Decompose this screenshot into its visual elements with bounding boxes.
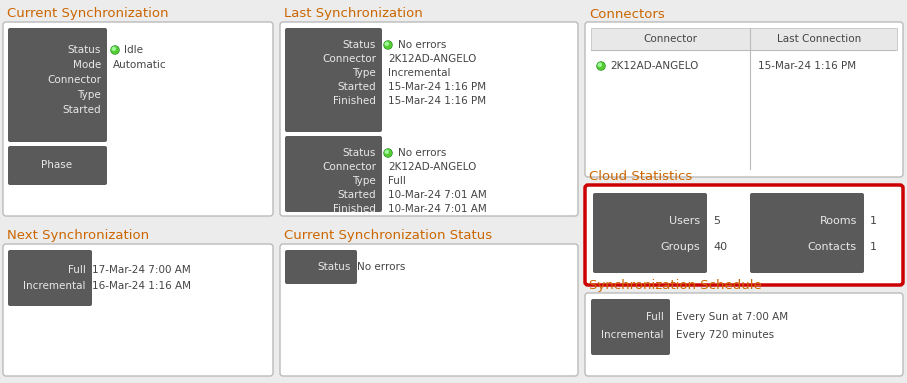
- Text: Started: Started: [337, 82, 376, 92]
- Text: Cloud Statistics: Cloud Statistics: [589, 170, 692, 183]
- Bar: [591, 28, 897, 50]
- Text: 17-Mar-24 7:00 AM: 17-Mar-24 7:00 AM: [92, 265, 190, 275]
- Circle shape: [598, 62, 604, 69]
- Text: 15-Mar-24 1:16 PM: 15-Mar-24 1:16 PM: [758, 61, 856, 71]
- Text: 10-Mar-24 7:01 AM: 10-Mar-24 7:01 AM: [388, 190, 487, 200]
- FancyBboxPatch shape: [593, 193, 707, 273]
- Text: Every Sun at 7:00 AM: Every Sun at 7:00 AM: [676, 312, 788, 322]
- Text: Idle: Idle: [124, 45, 143, 55]
- Text: Started: Started: [337, 190, 376, 200]
- Text: 15-Mar-24 1:16 PM: 15-Mar-24 1:16 PM: [388, 82, 486, 92]
- Text: Connector: Connector: [322, 162, 376, 172]
- Text: 40: 40: [713, 242, 727, 252]
- FancyBboxPatch shape: [285, 28, 382, 132]
- Text: Connectors: Connectors: [589, 8, 665, 21]
- Text: 2K12AD-ANGELO: 2K12AD-ANGELO: [610, 61, 698, 71]
- Text: Mode: Mode: [73, 60, 101, 70]
- Circle shape: [599, 63, 601, 66]
- FancyBboxPatch shape: [585, 22, 903, 177]
- FancyBboxPatch shape: [585, 293, 903, 376]
- Text: Phase: Phase: [42, 160, 73, 170]
- Text: No errors: No errors: [357, 262, 405, 272]
- FancyBboxPatch shape: [591, 299, 670, 355]
- Text: 15-Mar-24 1:16 PM: 15-Mar-24 1:16 PM: [388, 96, 486, 106]
- Circle shape: [597, 62, 605, 70]
- FancyBboxPatch shape: [280, 22, 578, 216]
- Text: Incremental: Incremental: [388, 68, 451, 78]
- Text: Automatic: Automatic: [113, 60, 167, 70]
- Text: 2K12AD-ANGELO: 2K12AD-ANGELO: [388, 54, 476, 64]
- Text: 1: 1: [870, 216, 877, 226]
- FancyBboxPatch shape: [285, 250, 357, 284]
- Text: Status: Status: [343, 148, 376, 158]
- FancyBboxPatch shape: [8, 250, 92, 306]
- FancyBboxPatch shape: [8, 146, 107, 185]
- FancyBboxPatch shape: [8, 28, 107, 142]
- Text: Every 720 minutes: Every 720 minutes: [676, 330, 775, 340]
- Circle shape: [385, 42, 392, 48]
- Text: Type: Type: [352, 176, 376, 186]
- FancyBboxPatch shape: [585, 185, 903, 285]
- Text: Last Synchronization: Last Synchronization: [284, 8, 423, 21]
- FancyBboxPatch shape: [3, 244, 273, 376]
- Text: Full: Full: [68, 265, 86, 275]
- Text: Contacts: Contacts: [808, 242, 857, 252]
- Text: 10-Mar-24 7:01 AM: 10-Mar-24 7:01 AM: [388, 204, 487, 214]
- Circle shape: [384, 41, 392, 49]
- Text: Connector: Connector: [322, 54, 376, 64]
- Circle shape: [385, 42, 388, 45]
- Text: Incremental: Incremental: [24, 281, 86, 291]
- FancyBboxPatch shape: [280, 244, 578, 376]
- Text: No errors: No errors: [398, 40, 446, 50]
- Text: Groups: Groups: [660, 242, 700, 252]
- Text: Type: Type: [77, 90, 101, 100]
- Circle shape: [385, 150, 388, 153]
- Circle shape: [384, 149, 392, 157]
- Text: No errors: No errors: [398, 148, 446, 158]
- Circle shape: [112, 47, 119, 53]
- Text: Connector: Connector: [643, 34, 697, 44]
- Text: Current Synchronization Status: Current Synchronization Status: [284, 229, 493, 242]
- Text: Started: Started: [63, 105, 101, 115]
- Text: 2K12AD-ANGELO: 2K12AD-ANGELO: [388, 162, 476, 172]
- Text: Status: Status: [317, 262, 351, 272]
- Text: Type: Type: [352, 68, 376, 78]
- Text: Next Synchronization: Next Synchronization: [7, 229, 149, 242]
- Circle shape: [112, 47, 115, 50]
- Text: Full: Full: [388, 176, 405, 186]
- Text: 5: 5: [713, 216, 720, 226]
- Text: Synchronization Schedule: Synchronization Schedule: [589, 278, 762, 291]
- Text: 16-Mar-24 1:16 AM: 16-Mar-24 1:16 AM: [92, 281, 191, 291]
- Text: Connector: Connector: [47, 75, 101, 85]
- Text: Finished: Finished: [333, 96, 376, 106]
- Text: 1: 1: [870, 242, 877, 252]
- Circle shape: [111, 46, 119, 54]
- FancyBboxPatch shape: [285, 136, 382, 212]
- Circle shape: [385, 150, 392, 156]
- Text: Current Synchronization: Current Synchronization: [7, 8, 169, 21]
- Text: Finished: Finished: [333, 204, 376, 214]
- Text: Incremental: Incremental: [601, 330, 664, 340]
- Text: Last Connection: Last Connection: [777, 34, 861, 44]
- FancyBboxPatch shape: [750, 193, 864, 273]
- Text: Users: Users: [668, 216, 700, 226]
- Text: Rooms: Rooms: [820, 216, 857, 226]
- Text: Status: Status: [68, 45, 101, 55]
- FancyBboxPatch shape: [3, 22, 273, 216]
- Text: Full: Full: [646, 312, 664, 322]
- Text: Status: Status: [343, 40, 376, 50]
